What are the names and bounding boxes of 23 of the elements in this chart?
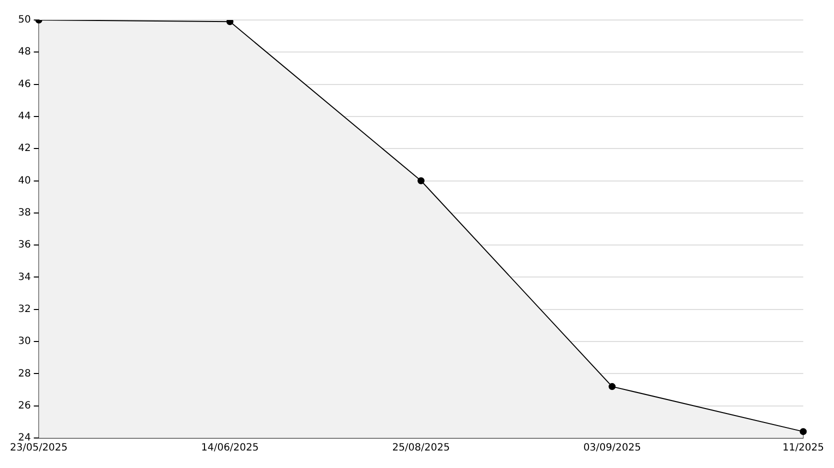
y-tick-label: 42: [18, 143, 31, 154]
point: [608, 383, 616, 390]
y-tick-label: 32: [18, 304, 31, 315]
y-tick-label: 34: [18, 272, 31, 283]
point: [226, 20, 234, 26]
y-tick-label: 44: [18, 111, 31, 122]
y-tick-label: 50: [18, 14, 31, 26]
y-tick-label: 46: [18, 78, 31, 90]
point: [418, 177, 425, 184]
x-tick-label: 14/06/2025: [201, 442, 259, 454]
x-tick-label: 23/05/2025: [10, 442, 68, 454]
x-tick-label: 11/2025: [782, 442, 824, 454]
x-tick-label: 25/08/2025: [392, 442, 450, 454]
y-tick-label: 36: [18, 240, 31, 251]
y-tick-label: 48: [18, 46, 31, 58]
y-tick-label: 24: [18, 432, 31, 444]
y-tick-label: 40: [18, 175, 31, 186]
x-tick-label: 03/09/2025: [583, 442, 641, 454]
y-tick-label: 26: [18, 400, 31, 412]
y-tick-label: 28: [18, 368, 31, 380]
point: [800, 428, 807, 436]
y-tick-label: 30: [18, 336, 31, 348]
y-tick-label: 38: [18, 208, 31, 219]
